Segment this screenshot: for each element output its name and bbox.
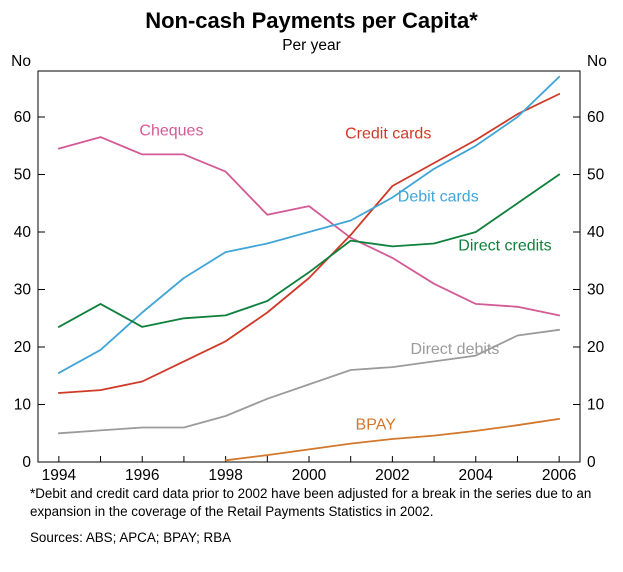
y-tick-label-left: 20 [14, 339, 32, 356]
x-tick-label: 2004 [459, 467, 494, 483]
x-tick-label: 2000 [292, 467, 327, 483]
series-line-direct-credits [57, 173, 561, 328]
y-tick-label-left: 30 [14, 282, 32, 299]
x-tick-label: 1998 [208, 467, 242, 483]
y-tick-label-left: 10 [14, 397, 32, 414]
series-line-debit-cards [57, 75, 561, 374]
x-tick-label: 2002 [375, 467, 409, 483]
y-tick-label-right: 40 [587, 224, 605, 241]
x-tick-label: 1996 [125, 467, 159, 483]
y-tick-label-right: 30 [587, 282, 605, 299]
y-tick-label-left: 50 [14, 167, 32, 184]
y-axis-unit-right: No [587, 55, 607, 70]
chart-footnote: *Debit and credit card data prior to 200… [30, 486, 592, 519]
y-tick-label-right: 10 [587, 397, 605, 414]
y-tick-label-left: 60 [14, 109, 32, 126]
series-label-bpay: BPAY [356, 416, 397, 433]
y-tick-label-right: 0 [587, 454, 596, 471]
chart-subtitle: Per year [282, 37, 341, 54]
x-tick-label: 1994 [42, 467, 77, 483]
series-label-direct-debits: Direct debits [410, 341, 499, 358]
y-tick-label-right: 20 [587, 339, 605, 356]
chart-title: Non-cash Payments per Capita* [145, 8, 478, 33]
y-tick-label-left: 0 [22, 454, 31, 471]
series-line-credit-cards [57, 93, 561, 394]
line-chart: 0 0 10 10 20 20 30 30 40 40 50 50 60 60 No No 1994 1996 19… [11, 55, 607, 483]
series-label-credit-cards: Credit cards [345, 125, 431, 142]
series-line-direct-debits [57, 328, 561, 435]
x-tick-label: 2006 [542, 467, 576, 483]
series-line-bpay [224, 418, 561, 462]
series-label-cheques: Cheques [139, 123, 203, 140]
chart-sources: Sources: ABS; APCA; BPAY; RBA [30, 530, 232, 546]
series-label-direct-credits: Direct credits [458, 238, 551, 255]
y-tick-label-right: 60 [587, 109, 605, 126]
y-axis-unit-left: No [11, 55, 31, 70]
series-label-debit-cards: Debit cards [398, 189, 479, 206]
y-tick-label-right: 50 [587, 167, 605, 184]
y-tick-label-left: 40 [14, 224, 32, 241]
series-line-cheques [57, 136, 561, 317]
